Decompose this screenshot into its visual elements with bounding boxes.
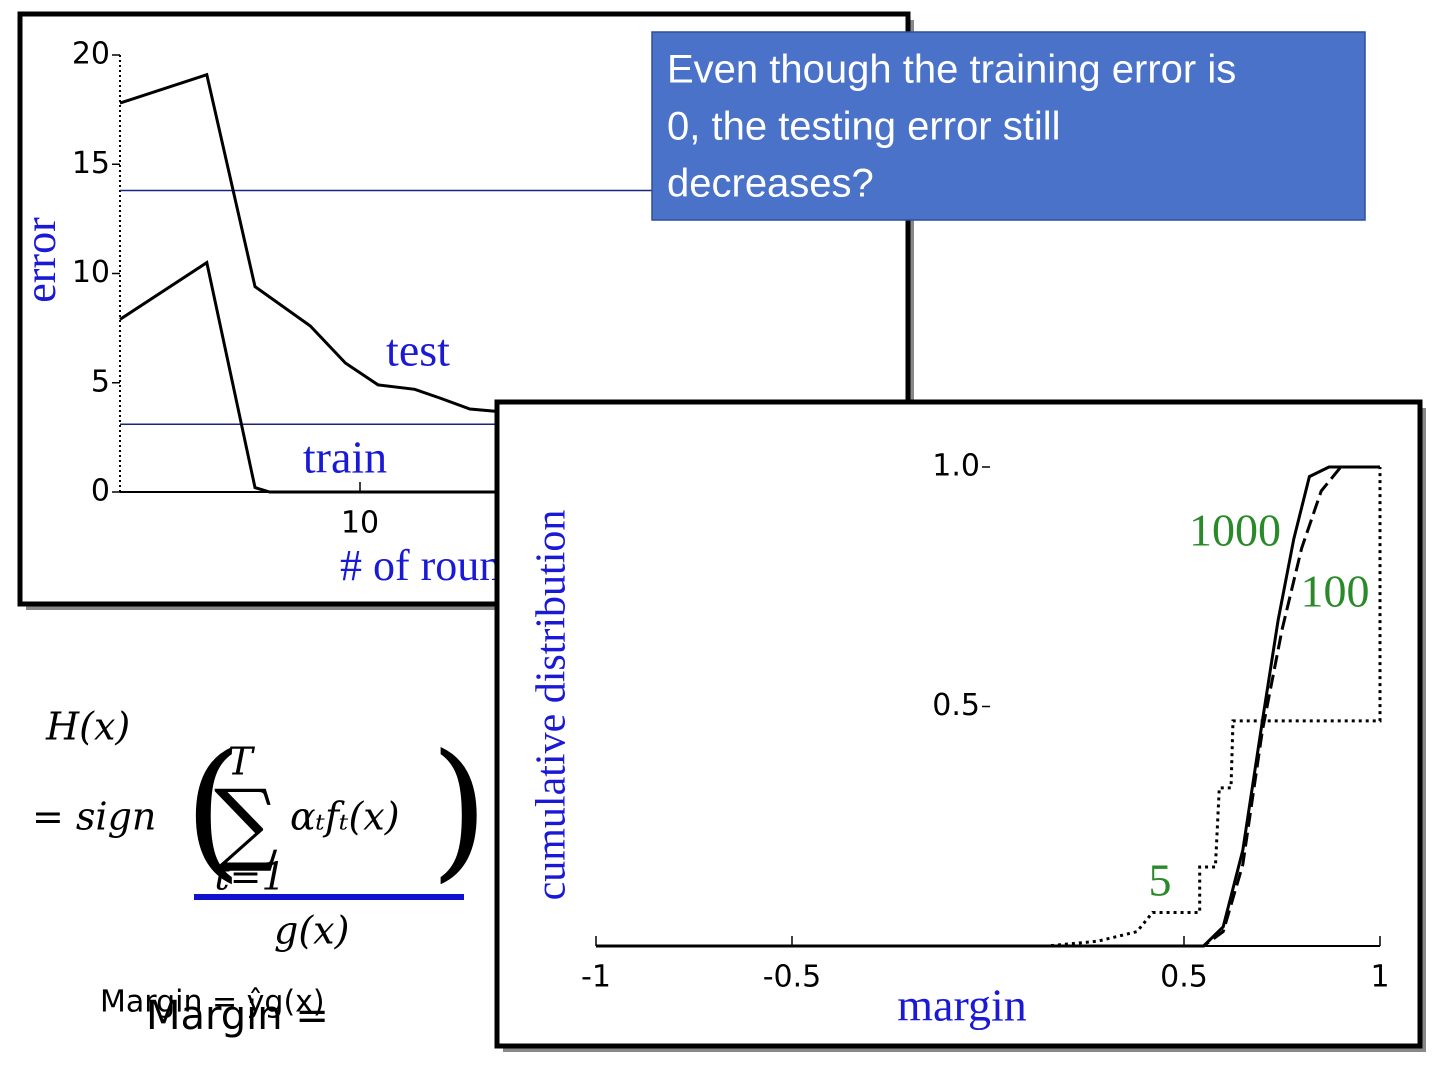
series-line [596, 465, 1380, 948]
y-tick-label: 1.0 [932, 449, 980, 484]
x-tick-label: 0.5 [1160, 960, 1208, 995]
paren: ( [184, 723, 243, 897]
y-tick-label: 10 [72, 255, 110, 290]
series-line [596, 465, 1380, 948]
series-label: test [386, 325, 450, 376]
y-tick-label: 20 [72, 37, 110, 72]
callout-text: decreases? [667, 162, 874, 206]
chart-frame [494, 399, 1423, 1049]
margin-chart: 0.5 1.0 -1 -0.5 0.5 1 5 100 1000 cumulative distr… [529, 449, 1390, 1031]
series-label: 5 [1149, 855, 1172, 906]
x-axis-label: margin [897, 980, 1026, 1031]
x-tick-label: 10 [341, 506, 379, 541]
y-axis-label: error [16, 217, 65, 303]
y-tick-label: 0.5 [932, 688, 980, 723]
sum-term: αₜfₜ(x) [290, 795, 400, 839]
margin-formula: Margin = ŷg(x) [100, 985, 325, 1020]
sum-sign: ∑ [214, 770, 278, 875]
callout-box [651, 31, 1366, 221]
series-label: train [303, 432, 387, 483]
series-label: 1000 [1189, 505, 1281, 556]
series-line [596, 467, 1382, 948]
callout-text: Even though the training error is [667, 48, 1236, 92]
series-line [119, 72, 496, 413]
series-line [119, 260, 495, 494]
callout-text: 0, the testing error still [667, 105, 1061, 149]
y-tick-label: 0 [91, 474, 110, 509]
x-tick-label: -0.5 [763, 960, 822, 995]
formula-lhs: H(x) [45, 705, 130, 749]
series-label: 100 [1301, 566, 1370, 617]
margin-formula: Margin = [146, 993, 329, 1039]
x-tick-label: -1 [581, 960, 611, 995]
formula-rhs: = sign [32, 795, 156, 839]
sum-upper: T [227, 740, 255, 784]
y-axis-label: cumulative distribution [529, 510, 575, 901]
underline-label: g(x) [274, 909, 349, 953]
y-tick-label: 5 [91, 364, 110, 399]
x-tick-label: 1 [1370, 960, 1389, 995]
paren: ) [430, 723, 489, 897]
y-tick-label: 15 [72, 146, 110, 181]
sum-lower: t=1 [214, 855, 285, 899]
formula: H(x) = sign ( ) ∑ T t=1 αₜfₜ(x) g(x) Mar… [32, 705, 489, 1040]
